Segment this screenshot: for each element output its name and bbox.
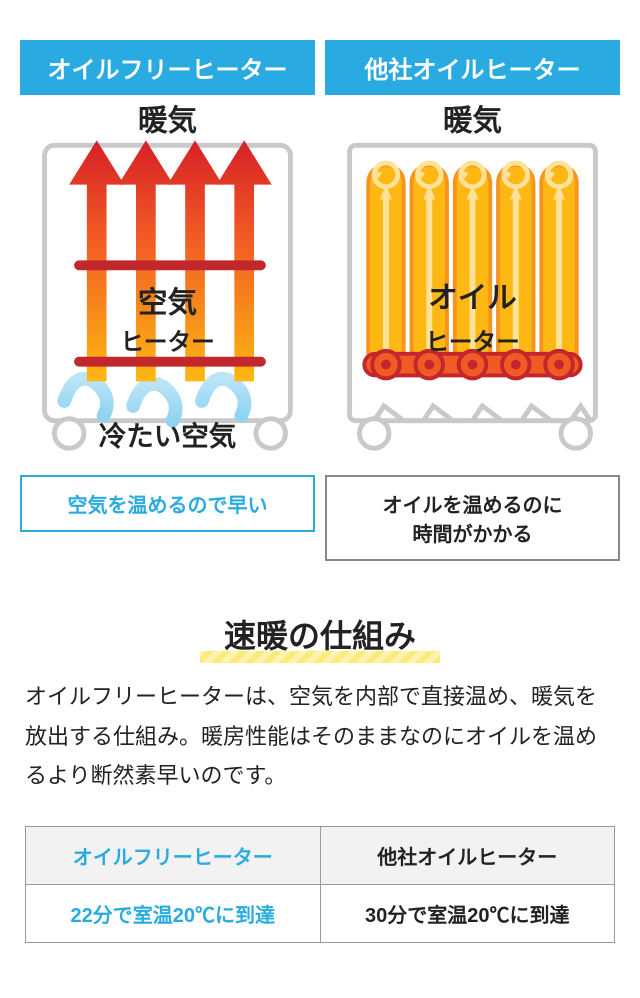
table-cell-oil-free-time: 22分で室温20℃に到達 [26,884,321,942]
section-title: 速暖の仕組み [224,611,416,657]
section-body-text: オイルフリーヒーターは、空気を内部で直接温め、暖気を放出する仕組み。暖房性能はそ… [0,677,640,796]
svg-text:暖気: 暖気 [443,105,502,138]
heater-label: ヒーター [120,329,214,356]
comparison-table: オイルフリーヒーター 他社オイルヒーター 22分で室温20℃に到達 30分で室温… [25,826,615,943]
oil-free-diagram: 暖気 空気 ヒーター 冷たい空気 [20,103,315,463]
oil-free-column: オイルフリーヒーター [20,40,315,561]
comparison-row: オイルフリーヒーター [0,0,640,571]
svg-text:ヒーター: ヒーター [425,329,519,356]
svg-text:オイル: オイル [428,282,517,315]
table-header-oil-free: オイルフリーヒーター [26,826,321,884]
oil-heater-header: 他社オイルヒーター [325,40,620,95]
oil-heater-column: 他社オイルヒーター [325,40,620,561]
air-label: 空気 [138,287,197,320]
oil-free-caption: 空気を温めるので早い [20,475,315,532]
oil-free-header: オイルフリーヒーター [20,40,315,95]
warm-air-label: 暖気 [138,105,197,138]
table-data-row: 22分で室温20℃に到達 30分で室温20℃に到達 [26,884,615,942]
oil-heater-caption: オイルを温めるのに 時間がかかる [325,475,620,561]
oil-heater-diagram: 暖気 オイル ヒーター [325,103,620,463]
cold-air-label: 冷たい空気 [99,420,237,451]
table-cell-oil-heater-time: 30分で室温20℃に到達 [320,884,615,942]
section-title-wrap: 速暖の仕組み [0,611,640,657]
table-header-row: オイルフリーヒーター 他社オイルヒーター [26,826,615,884]
table-header-oil-heater: 他社オイルヒーター [320,826,615,884]
